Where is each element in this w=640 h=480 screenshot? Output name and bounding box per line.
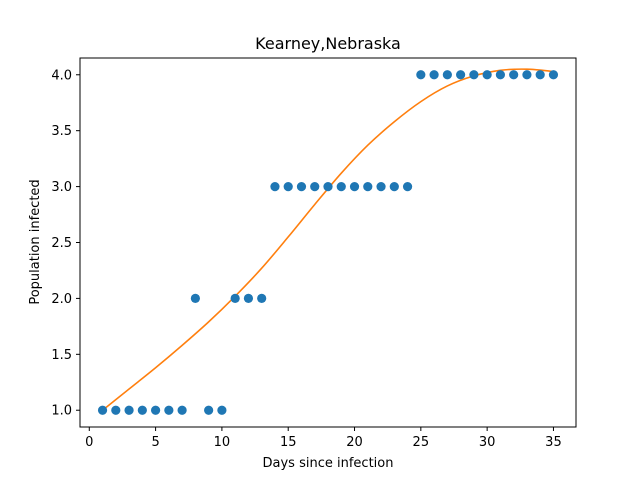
data-point [376, 181, 386, 192]
x-tick-label: 20 [346, 435, 363, 450]
data-point [164, 405, 174, 415]
data-point [310, 181, 320, 192]
data-point [509, 70, 519, 80]
data-point [469, 70, 479, 80]
x-tick-label: 5 [151, 435, 159, 450]
data-point [482, 70, 492, 80]
data-point [442, 70, 452, 80]
y-tick-label: 4.0 [51, 68, 72, 83]
data-point [270, 181, 280, 192]
data-point [150, 405, 161, 415]
data-point [416, 70, 426, 80]
data-point [124, 405, 134, 415]
chart-title: Kearney,Nebraska [255, 34, 401, 53]
y-tick-label: 2.5 [51, 236, 72, 251]
data-point [456, 70, 466, 80]
data-point [323, 181, 333, 192]
data-point [495, 70, 506, 80]
data-point [217, 405, 227, 415]
data-point [177, 405, 187, 415]
x-axis-label: Days since infection [263, 456, 394, 471]
y-tick-label: 3.5 [51, 124, 72, 139]
data-point [296, 181, 307, 192]
data-point [336, 181, 346, 192]
data-point [137, 405, 147, 415]
data-point [548, 70, 559, 80]
x-axis-ticks: 0 5 10 15 20 25 30 35 [85, 427, 562, 450]
data-point [257, 293, 267, 304]
x-tick-label: 10 [214, 435, 231, 450]
x-tick-label: 0 [85, 435, 93, 450]
data-point [349, 181, 360, 192]
x-tick-label: 15 [280, 435, 297, 450]
data-point [522, 70, 532, 80]
plot-frame [79, 57, 577, 428]
y-tick-label: 3.0 [51, 180, 72, 195]
x-tick-label: 25 [413, 435, 430, 450]
y-tick-label: 2.0 [51, 292, 72, 307]
x-tick-label: 30 [479, 435, 496, 450]
data-point [535, 70, 545, 80]
data-point [429, 70, 439, 80]
data-point [111, 405, 121, 415]
x-tick-label: 35 [545, 435, 562, 450]
y-tick-label: 1.5 [51, 348, 72, 363]
data-point [230, 293, 240, 304]
y-tick-label: 1.0 [51, 404, 72, 419]
data-point [97, 405, 108, 415]
data-point [283, 181, 293, 192]
data-point [190, 293, 200, 304]
y-axis-ticks: 1.0 1.5 2.0 2.5 3.0 3.5 4.0 [51, 68, 80, 419]
data-point [243, 293, 254, 304]
plot-content [97, 68, 559, 415]
data-point [389, 181, 399, 192]
data-point [363, 181, 373, 192]
y-axis-label: Population infected [28, 179, 43, 304]
data-point [402, 181, 413, 192]
data-point [204, 405, 214, 415]
